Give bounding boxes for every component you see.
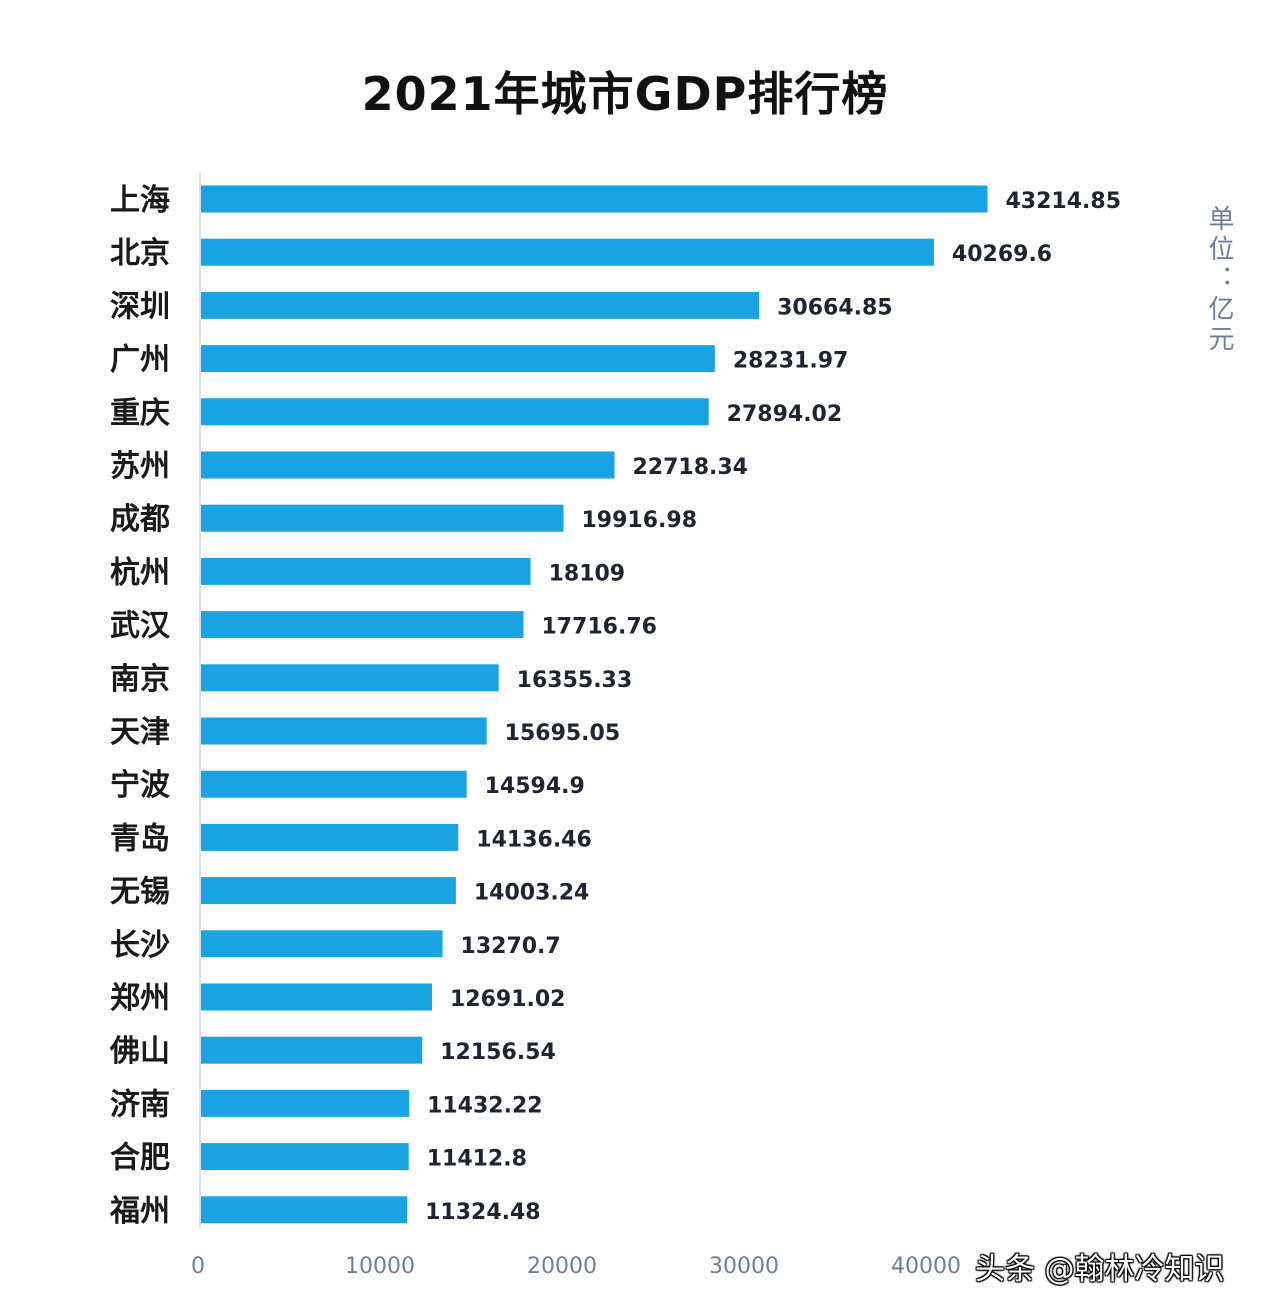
data-label: 12156.54 bbox=[440, 1040, 556, 1065]
bar bbox=[201, 1196, 408, 1224]
category-label: 重庆 bbox=[110, 396, 170, 431]
bar bbox=[201, 238, 934, 266]
data-label: 22718.34 bbox=[632, 455, 748, 480]
category-label: 青岛 bbox=[110, 821, 170, 856]
category-label: 广州 bbox=[110, 343, 170, 378]
data-label: 43214.85 bbox=[1006, 189, 1122, 214]
bar bbox=[201, 398, 709, 426]
category-label: 郑州 bbox=[110, 981, 170, 1016]
bar bbox=[201, 345, 715, 373]
category-label: 成都 bbox=[110, 502, 170, 537]
bar bbox=[201, 983, 432, 1011]
data-label: 27894.02 bbox=[727, 402, 843, 427]
bar bbox=[201, 823, 459, 851]
category-label: 天津 bbox=[110, 715, 170, 750]
x-tick-label: 0 bbox=[191, 1254, 205, 1279]
bar bbox=[201, 770, 467, 798]
bar bbox=[201, 1036, 423, 1064]
data-label: 17716.76 bbox=[541, 615, 657, 640]
bar bbox=[201, 1089, 410, 1117]
data-label: 14594.9 bbox=[485, 774, 585, 799]
category-label: 南京 bbox=[110, 662, 170, 697]
data-label: 40269.6 bbox=[952, 242, 1052, 267]
category-label: 上海 bbox=[110, 183, 170, 218]
category-label: 深圳 bbox=[110, 289, 170, 324]
bar bbox=[201, 1143, 409, 1171]
bar bbox=[201, 504, 564, 532]
category-label: 福州 bbox=[109, 1194, 170, 1229]
data-label: 28231.97 bbox=[733, 349, 849, 374]
bar bbox=[201, 717, 487, 745]
x-tick-label: 20000 bbox=[527, 1254, 597, 1279]
x-tick-label: 40000 bbox=[891, 1254, 961, 1279]
chart-title: 2021年城市GDP排行榜 bbox=[361, 67, 889, 121]
category-label: 济南 bbox=[110, 1087, 170, 1122]
data-label: 12691.02 bbox=[450, 987, 566, 1012]
data-label: 30664.85 bbox=[777, 295, 893, 320]
category-label: 长沙 bbox=[110, 928, 170, 963]
bar bbox=[201, 185, 988, 213]
data-label: 13270.7 bbox=[461, 934, 561, 959]
bar bbox=[201, 291, 760, 319]
data-label: 11412.8 bbox=[427, 1147, 527, 1172]
data-label: 14003.24 bbox=[474, 881, 590, 906]
bar bbox=[201, 611, 524, 639]
x-tick-label: 10000 bbox=[345, 1254, 415, 1279]
category-label: 合肥 bbox=[110, 1141, 170, 1176]
data-label: 18109 bbox=[549, 561, 626, 586]
bar bbox=[201, 664, 499, 692]
unit-label: 单位：亿元 bbox=[1204, 205, 1234, 355]
data-label: 14136.46 bbox=[476, 827, 592, 852]
category-label: 杭州 bbox=[110, 555, 170, 590]
category-label: 佛山 bbox=[109, 1034, 170, 1069]
bar bbox=[201, 930, 443, 958]
data-label: 19916.98 bbox=[581, 508, 697, 533]
category-label: 无锡 bbox=[110, 875, 170, 910]
category-label: 苏州 bbox=[110, 449, 170, 484]
data-label: 16355.33 bbox=[517, 668, 633, 693]
watermark-text: 头条 @翰林冷知识 bbox=[975, 1252, 1225, 1287]
category-label: 武汉 bbox=[110, 609, 171, 644]
bar bbox=[201, 877, 456, 905]
data-label: 11432.22 bbox=[427, 1093, 543, 1118]
category-label: 宁波 bbox=[110, 768, 171, 803]
bar bbox=[201, 557, 531, 585]
bar bbox=[201, 451, 615, 479]
category-label: 北京 bbox=[110, 236, 170, 271]
data-label: 11324.48 bbox=[425, 1200, 541, 1225]
data-label: 15695.05 bbox=[505, 721, 621, 746]
x-tick-label: 30000 bbox=[709, 1254, 779, 1279]
